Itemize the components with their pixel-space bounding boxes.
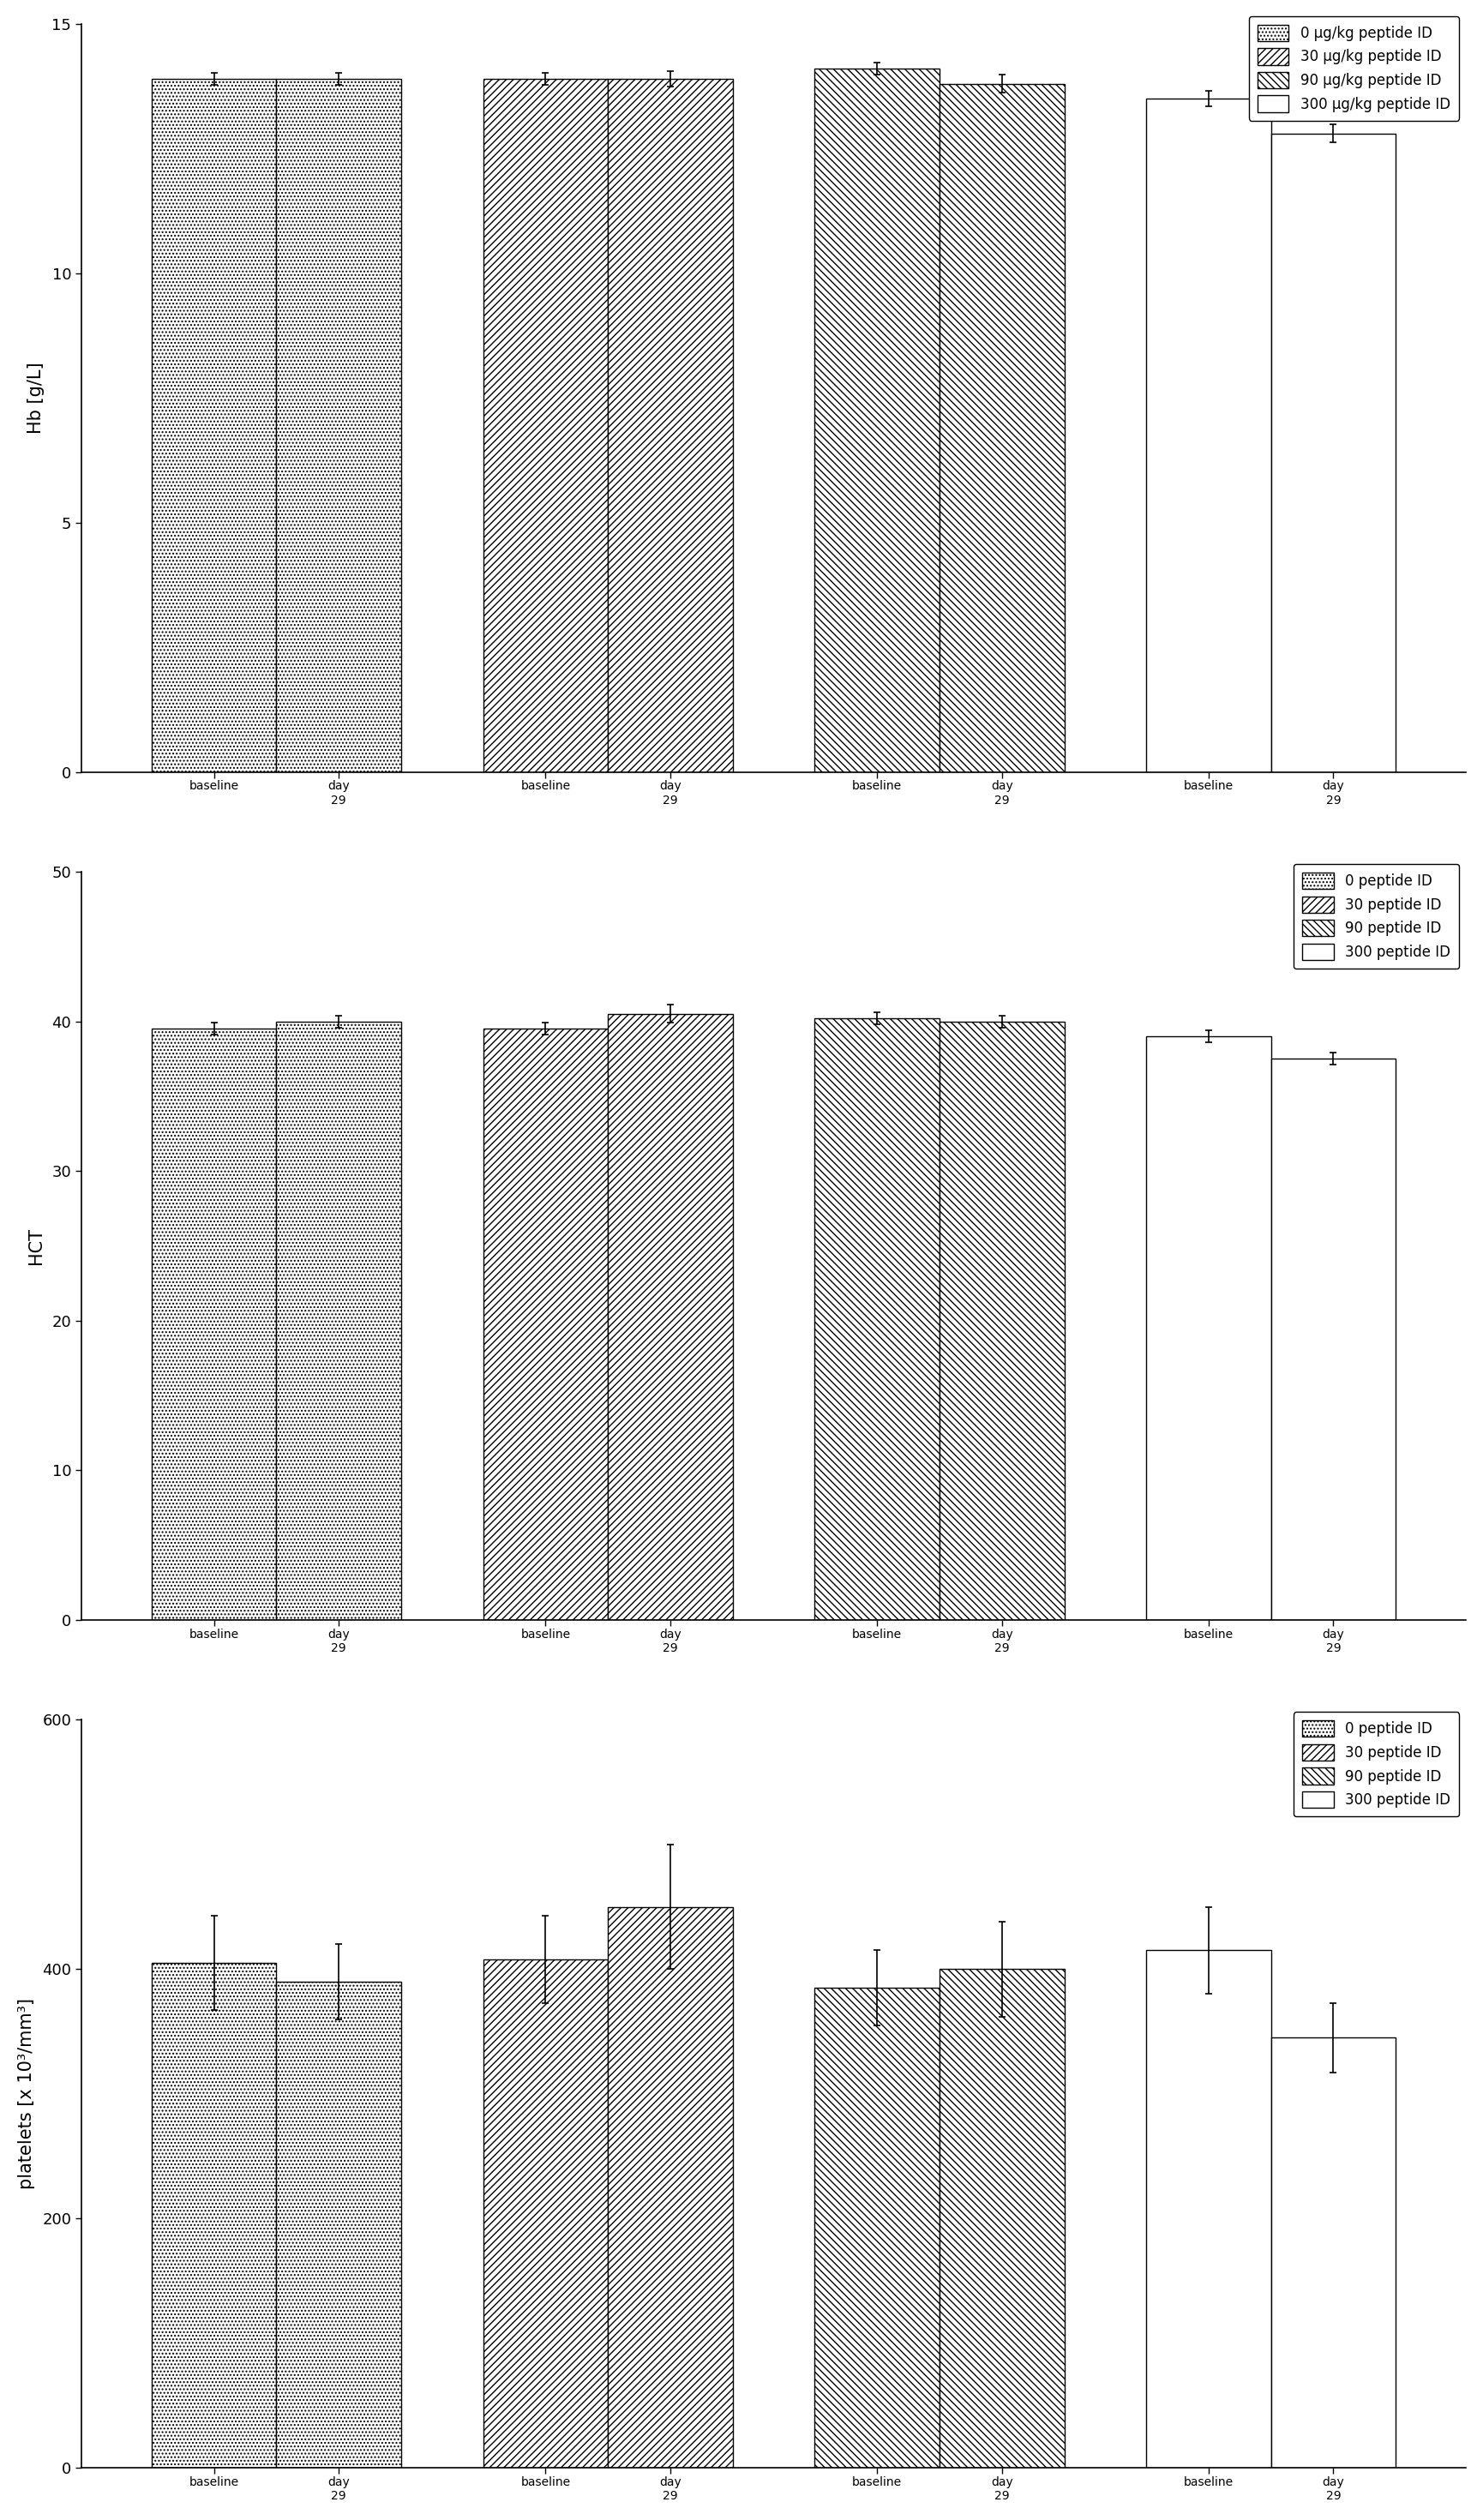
Y-axis label: HCT: HCT <box>28 1227 44 1265</box>
Bar <box>276 78 400 771</box>
Text: FIG.3A: FIG.3A <box>719 1086 826 1114</box>
Bar <box>1145 98 1271 771</box>
Bar <box>483 1028 608 1620</box>
Legend: 0 peptide ID, 30 peptide ID, 90 peptide ID, 300 peptide ID: 0 peptide ID, 30 peptide ID, 90 peptide … <box>1293 864 1458 968</box>
Bar <box>939 83 1063 771</box>
Bar <box>276 1981 400 2467</box>
Bar <box>939 1968 1063 2467</box>
Bar <box>814 1018 939 1620</box>
Y-axis label: platelets [x 10³/mm³]: platelets [x 10³/mm³] <box>18 1998 36 2190</box>
Legend: 0 μg/kg peptide ID, 30 μg/kg peptide ID, 90 μg/kg peptide ID, 300 μg/kg peptide : 0 μg/kg peptide ID, 30 μg/kg peptide ID,… <box>1249 15 1458 121</box>
Bar <box>1271 2039 1396 2467</box>
Bar <box>151 1963 276 2467</box>
Legend: 0 peptide ID, 30 peptide ID, 90 peptide ID, 300 peptide ID: 0 peptide ID, 30 peptide ID, 90 peptide … <box>1293 1711 1458 1817</box>
Bar <box>608 1013 733 1620</box>
Bar <box>151 78 276 771</box>
Y-axis label: Hb [g/L]: Hb [g/L] <box>27 363 44 433</box>
Bar <box>939 1021 1063 1620</box>
Bar <box>814 1988 939 2467</box>
Bar <box>1271 134 1396 771</box>
Bar <box>1145 1950 1271 2467</box>
Bar <box>1271 1058 1396 1620</box>
Bar <box>1145 1036 1271 1620</box>
Bar <box>608 78 733 771</box>
Bar <box>814 68 939 771</box>
Bar <box>483 1958 608 2467</box>
Bar <box>483 78 608 771</box>
Bar <box>276 1021 400 1620</box>
Bar <box>151 1028 276 1620</box>
Bar <box>608 1908 733 2467</box>
Text: FIG.3B: FIG.3B <box>721 1935 826 1963</box>
